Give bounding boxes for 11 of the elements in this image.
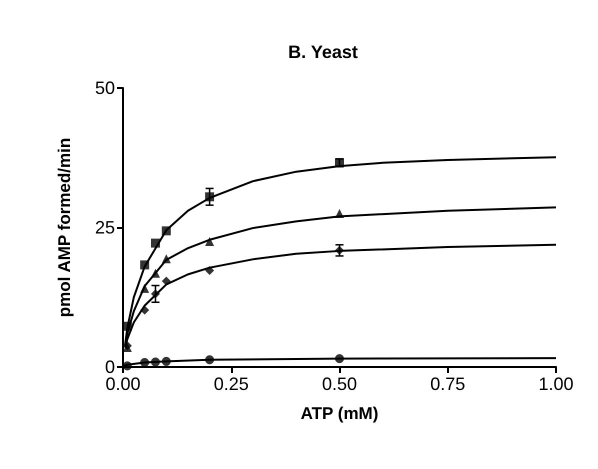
y-axis-title: pmol AMP formed/min — [55, 138, 74, 318]
x-tick-label: 0.00 — [105, 374, 141, 394]
x-axis-title: ATP (mM) — [300, 404, 378, 423]
y-tick-label: 0 — [104, 357, 115, 377]
x-tick-label: 0.25 — [214, 374, 249, 394]
x-tick-label: 1.00 — [538, 374, 574, 394]
x-tick-label: 0.75 — [430, 374, 466, 394]
y-tick-label: 25 — [94, 218, 115, 238]
y-tick-label: 50 — [94, 78, 115, 98]
x-tick-label: 0.50 — [322, 374, 358, 394]
chart-title: B. Yeast — [288, 42, 358, 62]
